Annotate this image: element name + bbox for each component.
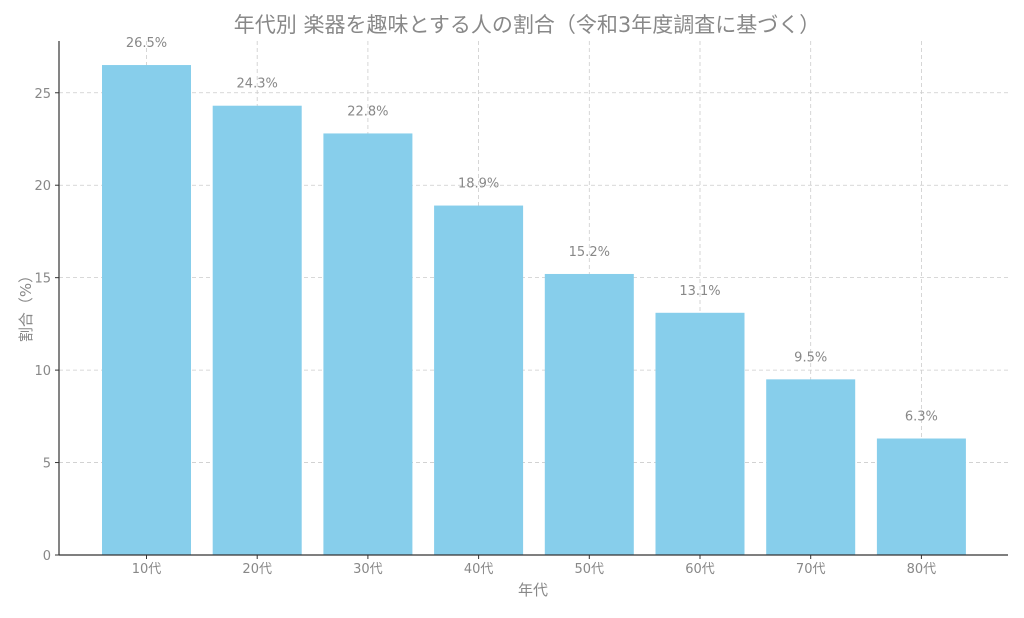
y-tick-label: 10 <box>34 364 51 379</box>
y-tick-label: 0 <box>43 549 51 564</box>
data-label: 15.2% <box>569 245 610 260</box>
bar <box>434 205 524 555</box>
bar <box>876 438 966 555</box>
y-axis-ticks: 0 5 10 15 20 25 <box>34 87 59 564</box>
y-tick-label: 15 <box>34 272 51 287</box>
x-tick-label: 30代 <box>353 562 383 577</box>
y-axis-label: 割合（%） <box>17 268 35 342</box>
x-tick-label: 60代 <box>685 562 715 577</box>
data-label: 22.8% <box>347 104 388 119</box>
data-label: 6.3% <box>905 410 938 425</box>
y-tick-label: 25 <box>34 87 51 102</box>
x-axis-label: 年代 <box>518 581 548 599</box>
x-tick-label: 70代 <box>796 562 826 577</box>
data-label: 18.9% <box>458 177 499 192</box>
x-tick-label: 50代 <box>575 562 605 577</box>
bar <box>655 312 745 555</box>
bar <box>212 105 302 556</box>
x-tick-label: 20代 <box>242 562 272 577</box>
y-tick-label: 5 <box>43 457 51 472</box>
y-tick-label: 20 <box>34 179 51 194</box>
data-label: 24.3% <box>237 77 278 92</box>
x-axis-ticks: 10代 20代 30代 40代 50代 60代 70代 80代 <box>132 555 936 577</box>
x-tick-label: 80代 <box>907 562 937 577</box>
data-label: 9.5% <box>794 350 827 365</box>
bar <box>102 65 191 555</box>
data-labels: 26.5% 24.3% 22.8% 18.9% 15.2% 13.1% 9.5% 6.3% <box>126 36 938 424</box>
data-label: 13.1% <box>679 284 720 299</box>
data-label: 26.5% <box>126 36 167 51</box>
bar <box>323 133 413 555</box>
bar <box>766 379 856 555</box>
x-tick-label: 10代 <box>132 562 162 577</box>
chart-title: 年代別 楽器を趣味とする人の割合（令和3年度調査に基づく） <box>234 13 820 37</box>
bar <box>544 273 634 555</box>
x-tick-label: 40代 <box>464 562 494 577</box>
bars <box>102 65 966 556</box>
gridlines <box>59 41 1008 555</box>
